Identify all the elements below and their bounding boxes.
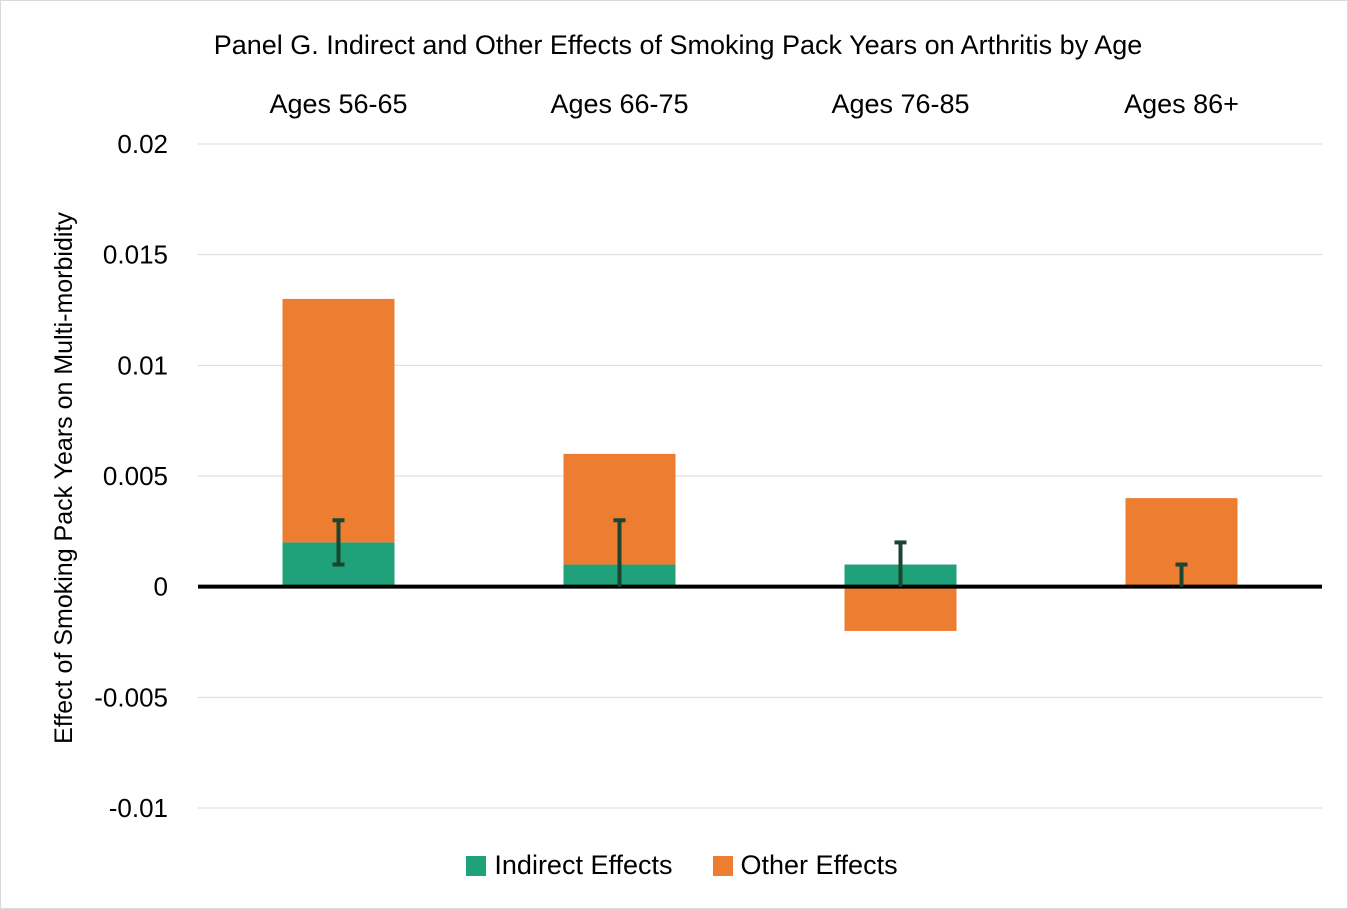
chart-title: Panel G. Indirect and Other Effects of S… (213, 30, 1143, 60)
legend-label-indirect: Indirect Effects (494, 850, 673, 880)
legend-swatch-indirect (466, 855, 487, 876)
y-axis-label: Effect of Smoking Pack Years on Multi-mo… (50, 212, 78, 744)
category-labels: Ages 56-65 Ages 66-75 Ages 76-85 Ages 86+ (269, 89, 1238, 119)
y-tick-label: 0.015 (103, 240, 168, 270)
y-tick-label: -0.005 (94, 682, 168, 712)
category-label: Ages 86+ (1124, 89, 1239, 119)
gridlines (198, 143, 1322, 809)
legend-item-other: Other Effects (712, 850, 898, 881)
y-tick-label: 0.01 (117, 350, 168, 380)
legend-swatch-other (712, 855, 733, 876)
bars (282, 298, 1238, 631)
category-label: Ages 66-75 (550, 89, 688, 119)
y-tick-label: 0 (154, 572, 168, 602)
legend-item-indirect: Indirect Effects (466, 850, 673, 881)
category-label: Ages 76-85 (831, 89, 969, 119)
error-bars (332, 518, 1188, 587)
y-tick-label: 0.02 (117, 129, 168, 159)
legend-label-other: Other Effects (740, 850, 898, 880)
category-label: Ages 56-65 (269, 89, 407, 119)
y-tick-label: 0.005 (103, 461, 168, 491)
y-tick-label: -0.01 (109, 793, 168, 823)
y-axis-ticks: 0.02 0.015 0.01 0.005 0 -0.005 -0.01 (94, 129, 168, 823)
legend: Indirect Effects Other Effects (0, 850, 1348, 881)
bar-other-effects (282, 298, 395, 543)
bar-other-effects (844, 586, 957, 631)
